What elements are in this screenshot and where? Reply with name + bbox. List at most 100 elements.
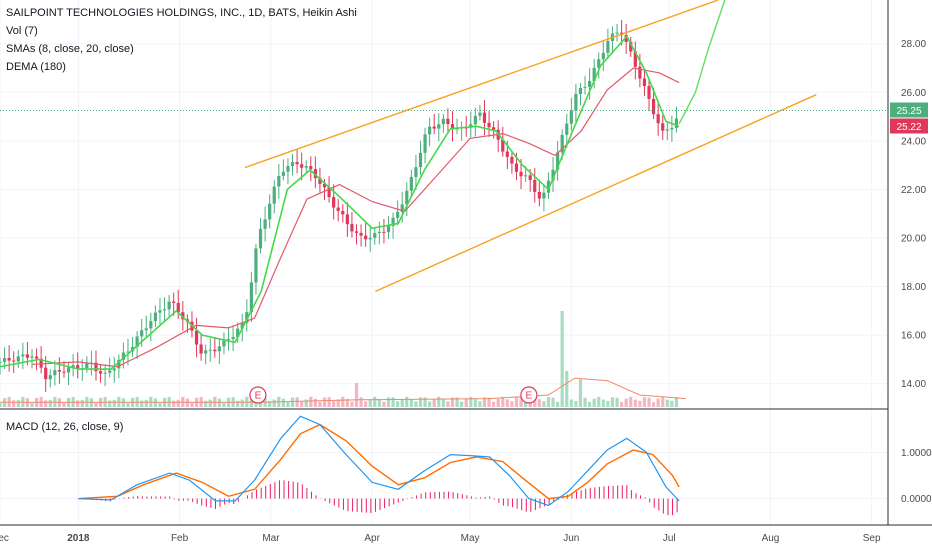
candle-body <box>492 127 496 130</box>
volume-bar <box>336 399 340 407</box>
volume-bar <box>254 401 258 407</box>
candle-body <box>181 312 185 320</box>
candle-body <box>519 171 523 177</box>
sma-legend[interactable]: SMAs (8, close, 20, close) <box>6 43 134 55</box>
candle-body <box>39 358 43 368</box>
candle-body <box>441 118 445 125</box>
candle-body <box>57 370 62 372</box>
candle-body <box>217 346 221 352</box>
candle-body <box>478 112 482 116</box>
candle-body <box>386 225 391 233</box>
candle-body <box>332 197 336 208</box>
candle-body <box>222 340 226 347</box>
volume-bar <box>450 397 455 407</box>
dema-legend[interactable]: DEMA (180) <box>6 61 66 73</box>
volume-bar <box>368 399 372 407</box>
candle-body <box>25 354 30 358</box>
candle-body <box>597 59 601 68</box>
volume-bar <box>236 400 240 407</box>
volume-bar <box>670 400 674 407</box>
candle-body <box>158 310 162 313</box>
candle-body <box>103 372 107 374</box>
candle-body <box>647 86 651 99</box>
candle-body <box>76 365 80 369</box>
volume-bar <box>62 402 66 407</box>
candle-body <box>418 152 423 168</box>
candle-body <box>651 98 656 115</box>
volume-bar <box>0 402 2 407</box>
price-tick-label: 28.00 <box>901 39 926 50</box>
volume-bar <box>574 401 578 407</box>
candle-body <box>487 122 491 128</box>
volume-bar <box>373 396 377 407</box>
candle-body <box>396 211 400 218</box>
symbol-title[interactable]: SAILPOINT TECHNOLOGIES HOLDINGS, INC., 1… <box>6 7 357 19</box>
candle-body <box>341 210 345 215</box>
volume-bar <box>153 398 157 407</box>
candle-body <box>121 352 126 360</box>
volume-bar <box>112 399 116 407</box>
volume-bar <box>624 398 628 407</box>
candle-body <box>162 309 167 311</box>
candle-body <box>473 115 477 125</box>
volume-bar <box>597 396 601 407</box>
candle-body <box>373 232 377 238</box>
candle-body <box>565 123 569 135</box>
volume-bar <box>606 400 610 407</box>
volume-bar <box>583 397 587 407</box>
volume-bar <box>304 399 308 407</box>
candle-body <box>551 169 555 181</box>
volume-bar <box>354 383 359 407</box>
candle-body <box>528 175 532 180</box>
candle-body <box>231 337 235 340</box>
candle-body <box>263 219 267 229</box>
macd-legend[interactable]: MACD (12, 26, close, 9) <box>6 421 124 433</box>
candle-body <box>281 171 285 176</box>
candle-body <box>0 361 2 363</box>
candle-body <box>327 187 331 198</box>
candle-body <box>322 183 327 188</box>
candle-body <box>354 231 359 233</box>
time-tick-label: Sep <box>863 533 881 544</box>
volume-bar <box>391 397 395 407</box>
candle-body <box>546 180 551 193</box>
candle-body <box>638 66 642 79</box>
price-tick-label: 22.00 <box>901 185 926 196</box>
candle-body <box>359 232 363 236</box>
candle-body <box>167 301 171 310</box>
volume-bar <box>185 398 189 407</box>
volume-bar <box>460 401 464 407</box>
candle-body <box>501 139 505 152</box>
candle-body <box>140 330 144 337</box>
candle-body <box>391 217 395 226</box>
last-price-tag <box>890 102 928 118</box>
volume-bar <box>501 396 505 407</box>
earnings-marker-label: E <box>255 391 262 402</box>
candle-body <box>53 370 57 376</box>
candle-body <box>313 169 317 179</box>
candle-body <box>98 371 103 374</box>
volume-bar <box>464 398 468 407</box>
candle-body <box>400 204 404 212</box>
candle-body <box>213 349 217 352</box>
volume-bar <box>510 401 514 407</box>
candle-body <box>633 51 637 67</box>
candle-body <box>236 328 240 338</box>
candle-body <box>290 162 295 166</box>
candle-body <box>405 190 409 205</box>
volume-bar <box>140 400 144 407</box>
volume-bar <box>437 396 441 407</box>
candle-body <box>665 129 669 131</box>
candle-body <box>48 375 52 380</box>
candle-body <box>194 330 199 345</box>
time-tick-label: Apr <box>364 533 380 544</box>
volume-bar <box>446 401 450 407</box>
candle-body <box>7 357 11 361</box>
vol-legend[interactable]: Vol (7) <box>6 25 38 37</box>
volume-bar <box>126 402 130 407</box>
volume-bar <box>249 398 253 407</box>
candle-body <box>21 354 25 357</box>
volume-bar <box>592 398 596 407</box>
volume-bar <box>505 399 509 407</box>
